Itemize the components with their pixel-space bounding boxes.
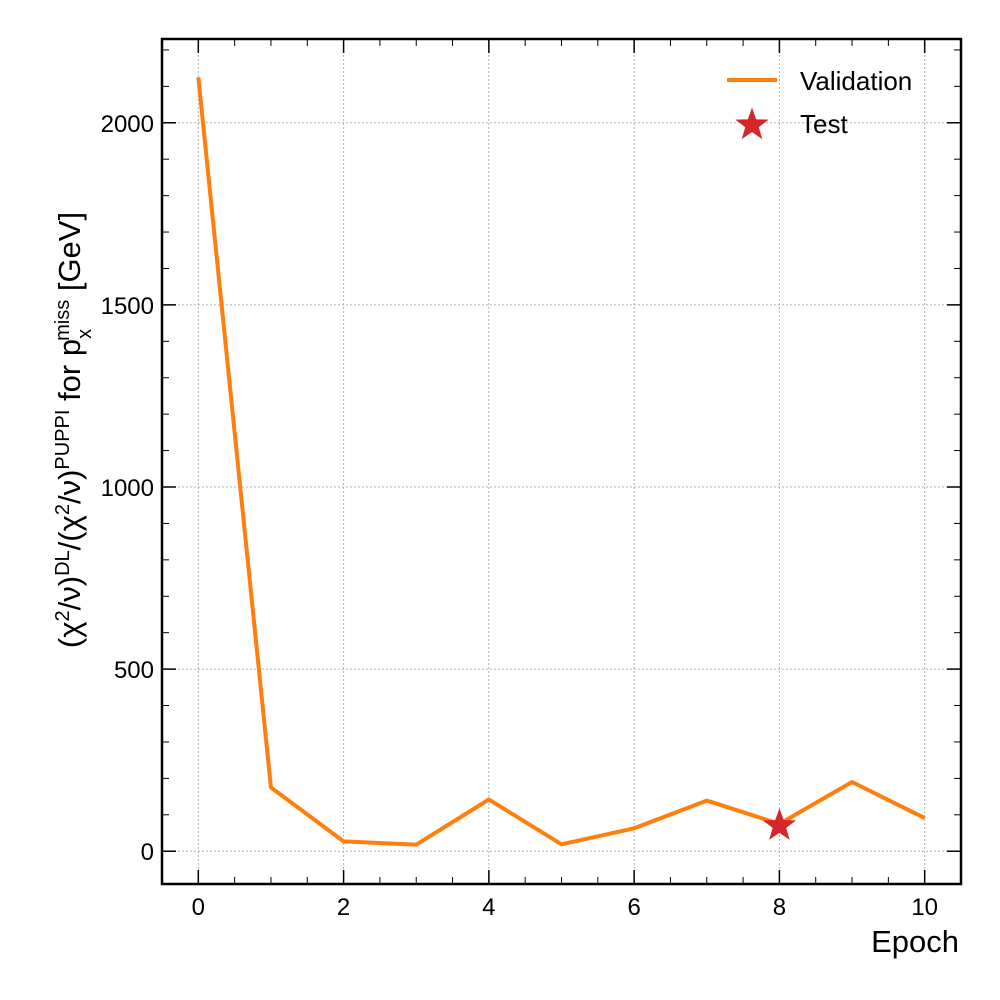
- y-label-for: for p: [52, 339, 87, 410]
- plot-frame: [160, 37, 963, 886]
- legend: Validation Test: [727, 66, 912, 140]
- legend-validation-label: Validation: [800, 66, 912, 96]
- y-tick-label: 500: [114, 657, 154, 684]
- major-ticks: [162, 39, 961, 884]
- x-tick-label: 6: [627, 894, 640, 921]
- x-tick-label: 4: [482, 894, 495, 921]
- y-tick-labels: 0 500 1000 1500 2000: [101, 111, 154, 866]
- y-label-dl: DL: [52, 550, 74, 576]
- minor-ticks: [161, 39, 962, 884]
- x-tick-label: 8: [773, 894, 786, 921]
- y-tick-label: 0: [141, 839, 154, 866]
- x-tick-label: 0: [192, 894, 205, 921]
- y-label-puppi: PUPPI: [52, 410, 74, 470]
- y-tick-label: 2000: [101, 111, 154, 138]
- y-label-unit: [GeV]: [52, 212, 87, 300]
- series: [196, 77, 926, 847]
- y-tick-label: 1500: [101, 293, 154, 320]
- test-star-marker: [762, 808, 797, 840]
- legend-test-star-icon: [735, 107, 769, 140]
- y-label-nu2: /ν): [52, 470, 87, 504]
- grid: [162, 39, 961, 884]
- y-label-sq2: 2: [52, 504, 74, 515]
- validation-line: [196, 77, 926, 847]
- x-tick-labels: 0 2 4 6 8 10: [192, 894, 938, 921]
- y-tick-label: 1000: [101, 475, 154, 502]
- y-label-open: (χ: [52, 621, 87, 648]
- legend-test-label: Test: [800, 109, 848, 139]
- x-tick-label: 10: [911, 894, 938, 921]
- y-label-sq1: 2: [52, 610, 74, 621]
- y-label-mid: /(χ: [52, 515, 87, 550]
- x-axis-label: Epoch: [871, 924, 959, 959]
- y-label-sup: miss: [52, 300, 74, 341]
- x-tick-label: 2: [337, 894, 350, 921]
- y-axis-label: (χ2/ν)DL/(χ2/ν)PUPPI for pxmiss [GeV]: [52, 212, 96, 648]
- y-label-nu1: /ν): [52, 576, 87, 610]
- y-label-sub: x: [74, 329, 96, 339]
